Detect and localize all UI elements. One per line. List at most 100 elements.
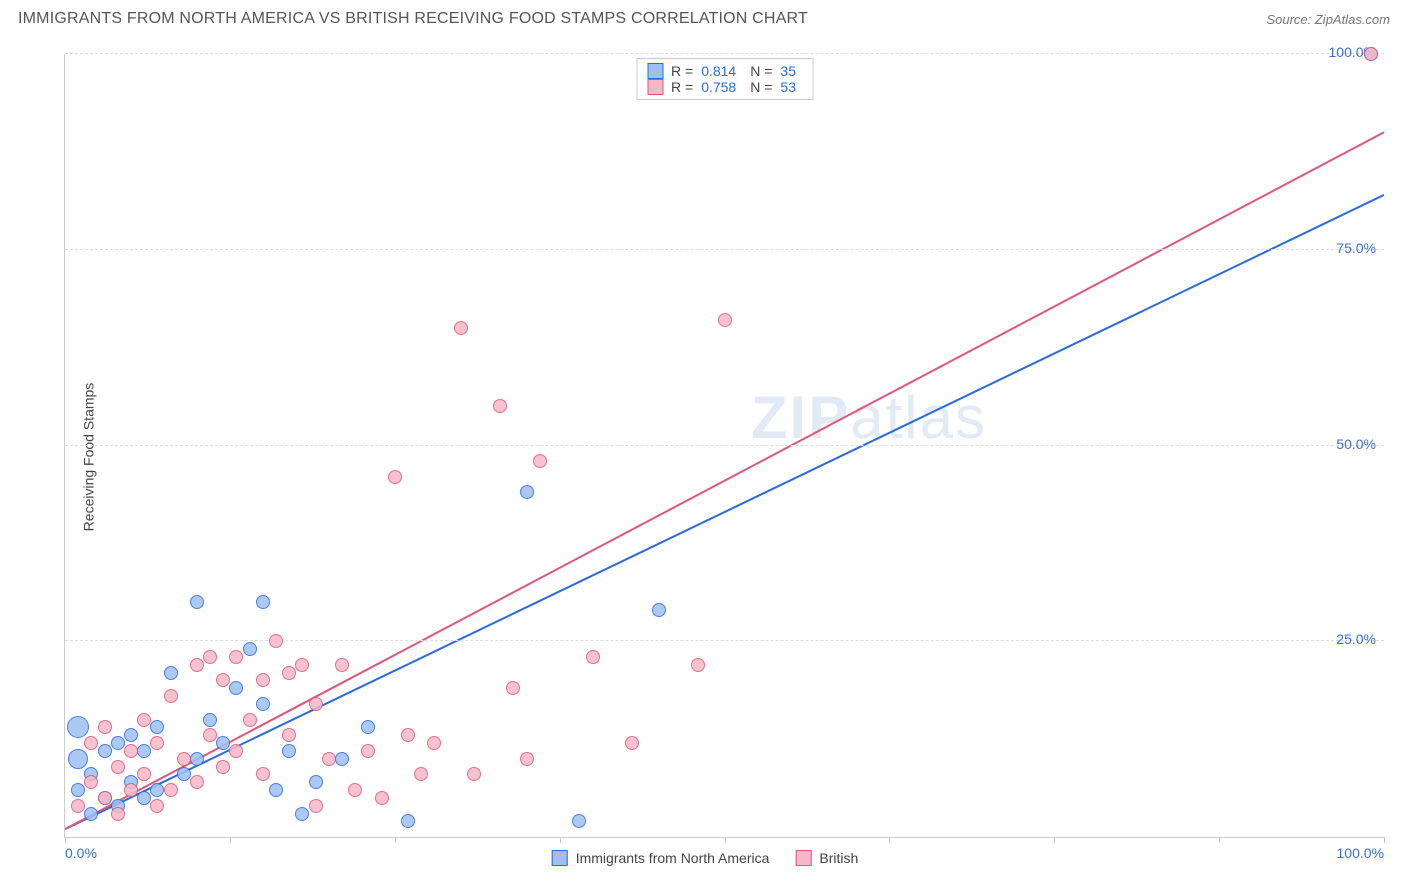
data-point [243, 642, 257, 656]
data-point [190, 658, 204, 672]
data-point [322, 752, 336, 766]
x-tick [1384, 837, 1385, 843]
data-point [520, 485, 534, 499]
data-point [348, 783, 362, 797]
data-point [98, 720, 112, 734]
legend-label: British [819, 850, 858, 866]
data-point [243, 713, 257, 727]
data-point [98, 744, 112, 758]
data-point [150, 720, 164, 734]
x-tick [725, 837, 726, 843]
data-point [256, 595, 270, 609]
data-point [216, 673, 230, 687]
data-point [269, 634, 283, 648]
data-point [124, 783, 138, 797]
y-tick-label: 50.0% [1336, 436, 1376, 452]
data-point [84, 736, 98, 750]
data-point [295, 658, 309, 672]
data-point [137, 767, 151, 781]
data-point [375, 791, 389, 805]
scatter-plot: ZIPatlas R =0.814N =35R =0.758N =53 25.0… [64, 54, 1384, 838]
data-point [177, 767, 191, 781]
r-value: 0.758 [701, 79, 736, 95]
data-point [203, 650, 217, 664]
data-point [295, 807, 309, 821]
data-point [164, 783, 178, 797]
chart-title: IMMIGRANTS FROM NORTH AMERICA VS BRITISH… [18, 10, 808, 28]
data-point [137, 744, 151, 758]
data-point [216, 760, 230, 774]
data-point [520, 752, 534, 766]
source-line: Source: ZipAtlas.com [1266, 12, 1390, 27]
x-tick [889, 837, 890, 843]
data-point [190, 595, 204, 609]
legend-label: Immigrants from North America [576, 850, 770, 866]
y-tick-label: 25.0% [1336, 631, 1376, 647]
legend-row: R =0.814N =35 [647, 63, 802, 79]
data-point [84, 775, 98, 789]
data-point [493, 399, 507, 413]
data-point [256, 767, 270, 781]
data-point [124, 744, 138, 758]
x-tick [1219, 837, 1220, 843]
x-tick-label: 100.0% [1337, 845, 1384, 861]
chart-container: Receiving Food Stamps ZIPatlas R =0.814N… [18, 40, 1392, 874]
x-tick [230, 837, 231, 843]
data-point [111, 807, 125, 821]
data-point [625, 736, 639, 750]
gridline [65, 640, 1384, 641]
data-point [190, 752, 204, 766]
legend-row: R = 0.758 N = 53 [647, 79, 802, 95]
data-point [691, 658, 705, 672]
legend-item: Immigrants from North America [552, 850, 770, 866]
n-value: 35 [780, 63, 796, 79]
data-point [309, 799, 323, 813]
legend-swatch [647, 79, 663, 95]
x-tick-label: 0.0% [65, 845, 97, 861]
gridline [65, 445, 1384, 446]
data-point [68, 749, 88, 769]
data-point [652, 603, 666, 617]
data-point [309, 697, 323, 711]
trend-line [65, 132, 1384, 829]
r-value: 0.814 [701, 63, 736, 79]
data-point [454, 321, 468, 335]
data-point [137, 713, 151, 727]
data-point [84, 807, 98, 821]
data-point [256, 673, 270, 687]
data-point [150, 783, 164, 797]
source-prefix: Source: [1266, 12, 1314, 27]
gridline [65, 249, 1384, 250]
correlation-legend: R =0.814N =35R = 0.758 N = 53 [636, 58, 813, 100]
data-point [269, 783, 283, 797]
data-point [111, 736, 125, 750]
n-value: 53 [780, 79, 796, 95]
data-point [190, 775, 204, 789]
n-label: N = [750, 79, 772, 95]
data-point [388, 470, 402, 484]
data-point [533, 454, 547, 468]
data-point [256, 697, 270, 711]
data-point [309, 775, 323, 789]
data-point [427, 736, 441, 750]
data-point [137, 791, 151, 805]
trend-line [65, 195, 1384, 829]
source-name: ZipAtlas.com [1315, 12, 1390, 27]
x-tick [395, 837, 396, 843]
data-point [150, 799, 164, 813]
x-tick [65, 837, 66, 843]
legend-item: British [795, 850, 858, 866]
data-point [335, 658, 349, 672]
data-point [229, 681, 243, 695]
data-point [67, 716, 89, 738]
data-point [177, 752, 191, 766]
r-label: R = [671, 79, 693, 95]
data-point [282, 744, 296, 758]
data-point [282, 666, 296, 680]
data-point [216, 736, 230, 750]
data-point [586, 650, 600, 664]
data-point [98, 791, 112, 805]
series-legend: Immigrants from North America British [552, 850, 859, 866]
data-point [282, 728, 296, 742]
data-point [150, 736, 164, 750]
